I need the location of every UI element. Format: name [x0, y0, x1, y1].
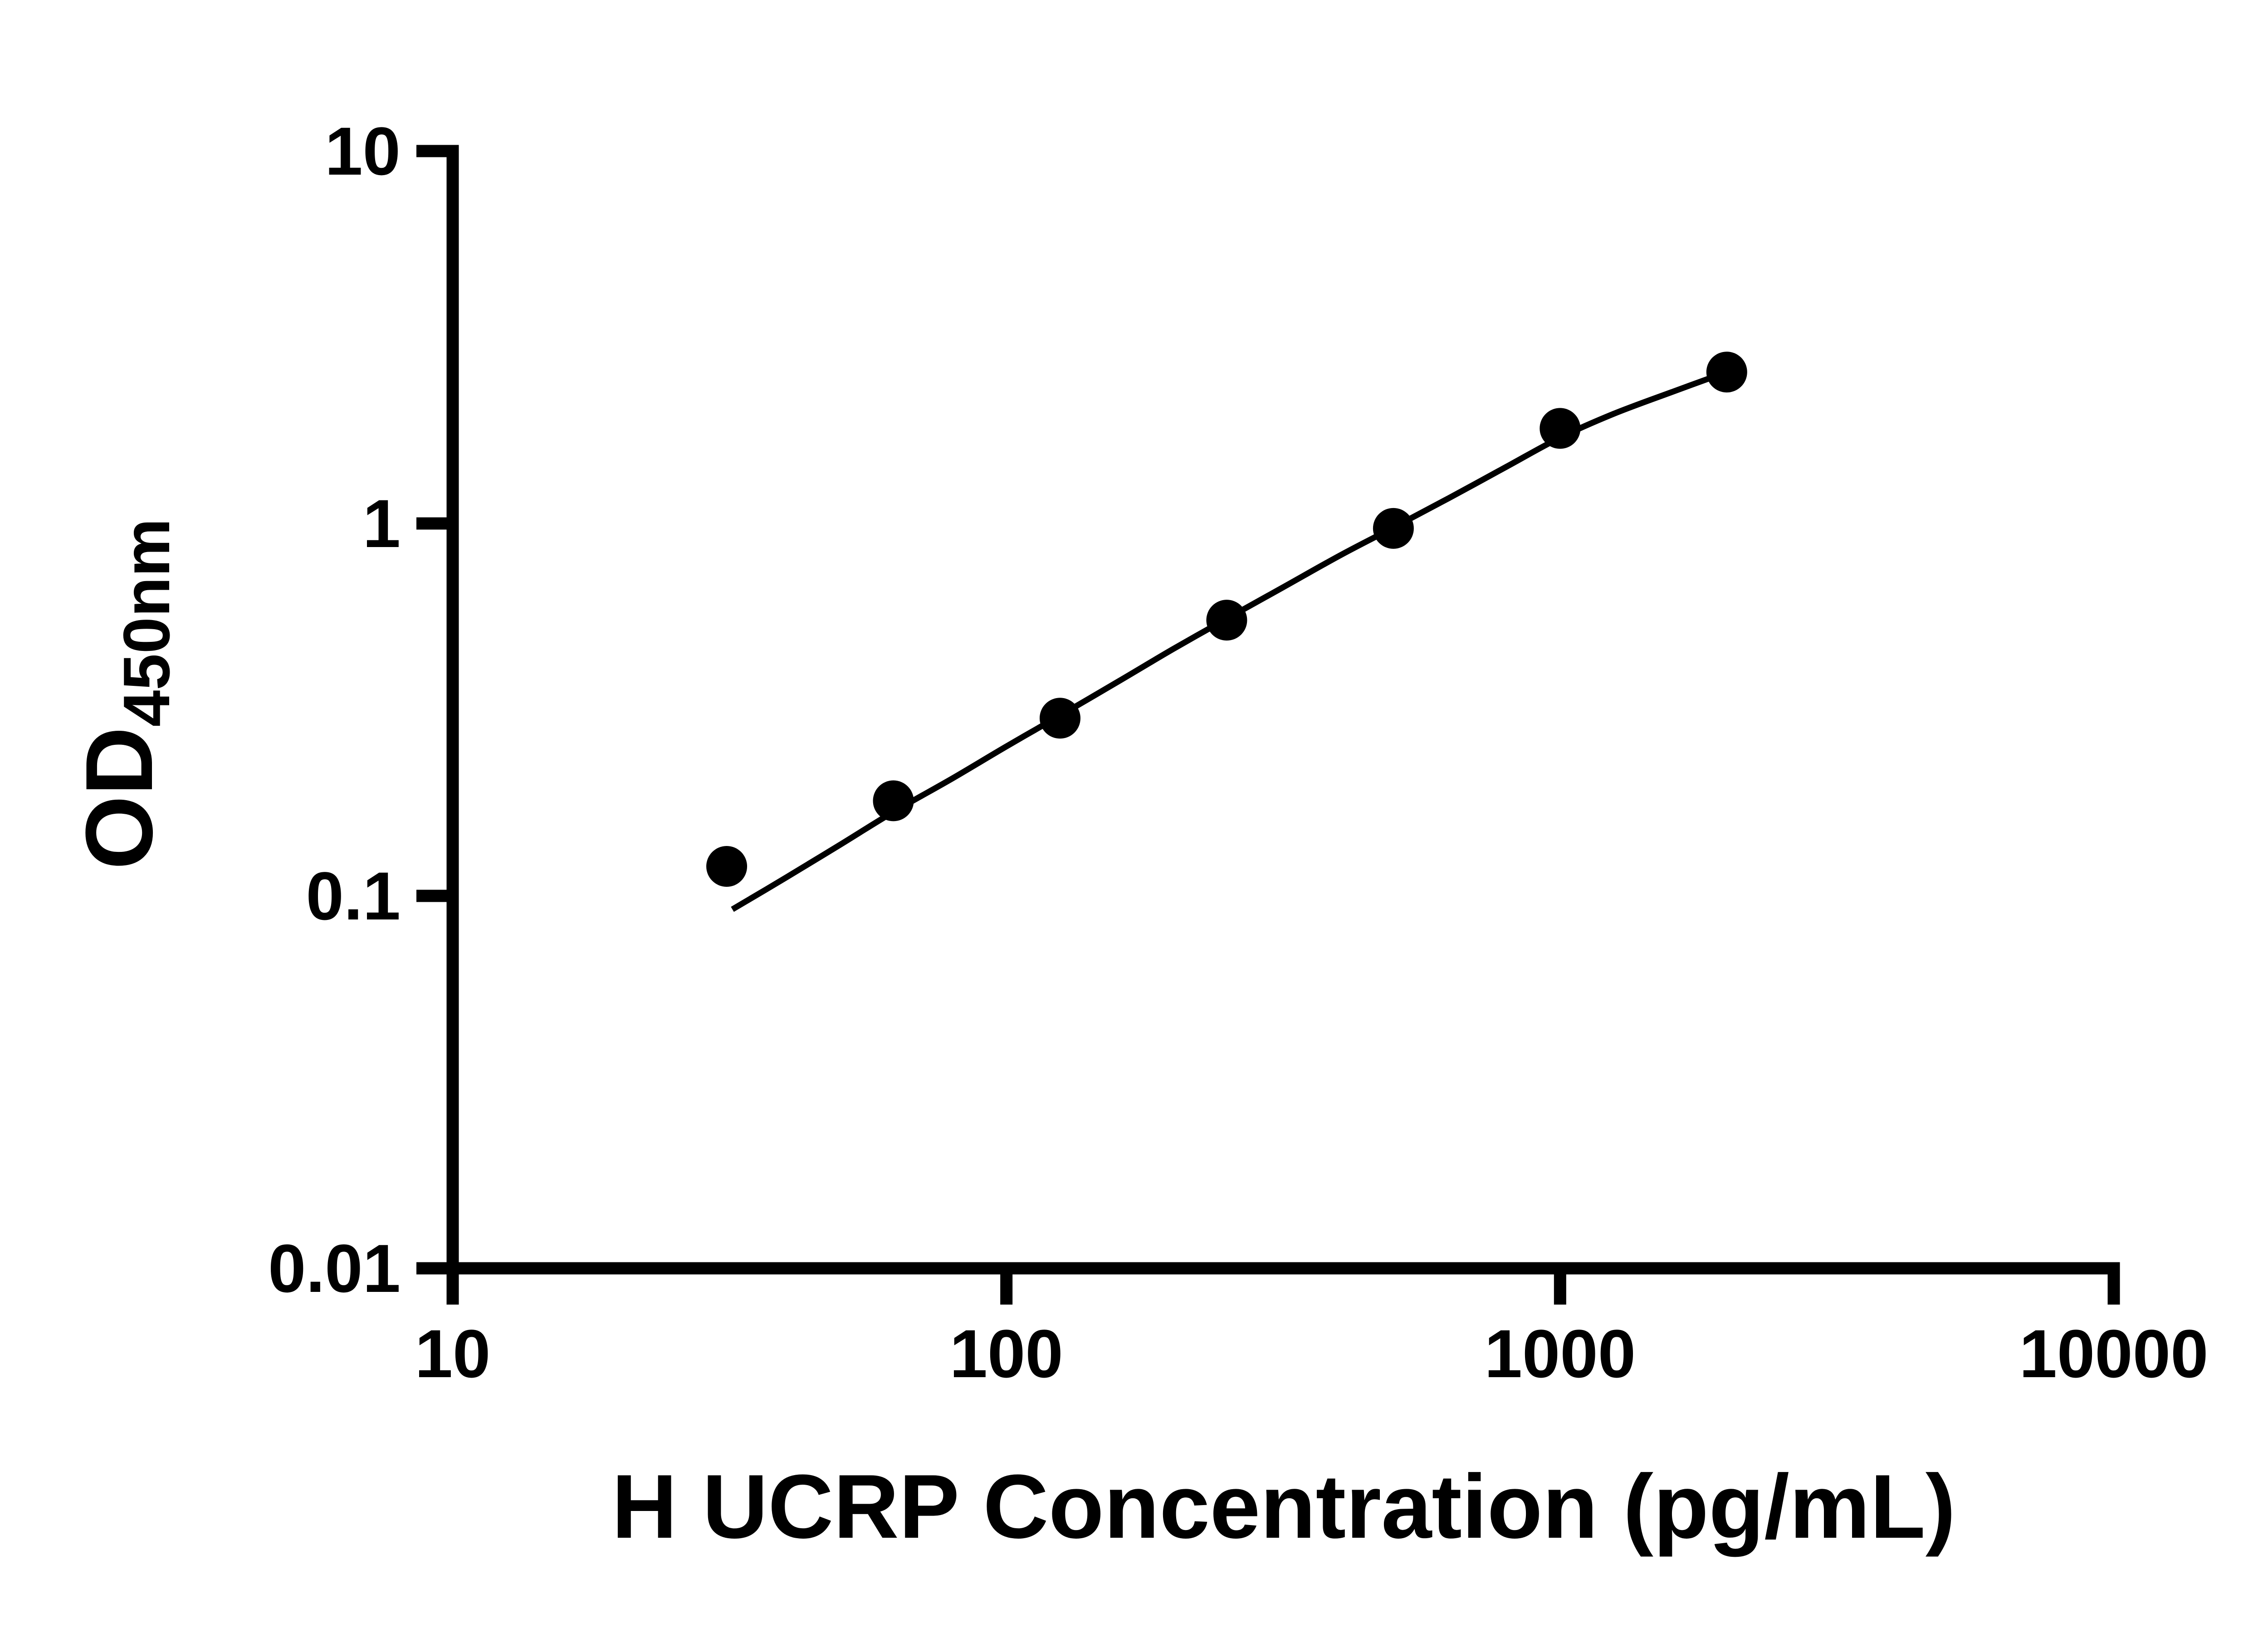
data-point: [1706, 352, 1747, 393]
x-tick-label: 1000: [1484, 1315, 1636, 1392]
y-tick-label: 0.01: [268, 1230, 401, 1306]
x-tick-label: 100: [950, 1315, 1063, 1392]
data-point: [1206, 600, 1247, 641]
y-tick-label: 1: [363, 485, 401, 562]
plot-area: 10 100 1000 10000 10 1 0.1 0.01: [268, 113, 2209, 1392]
y-tick-label: 10: [325, 113, 401, 189]
y-tick-label: 0.1: [306, 858, 401, 934]
y-axis-title-sub: 450nm: [110, 518, 183, 727]
data-point: [1373, 508, 1414, 549]
x-tick-label: 10: [415, 1315, 491, 1392]
data-point: [1540, 408, 1581, 449]
data-point: [1039, 698, 1080, 739]
fit-curve: [731, 369, 1728, 912]
x-axis-title: H UCRP Concentration (pg/mL): [612, 1456, 1956, 1557]
y-axis-title: OD450nm: [66, 518, 183, 870]
data-point: [873, 780, 914, 821]
data-point: [706, 846, 748, 887]
x-tick-label: 10000: [2019, 1315, 2208, 1392]
y-axis-title-main: OD: [66, 727, 172, 870]
